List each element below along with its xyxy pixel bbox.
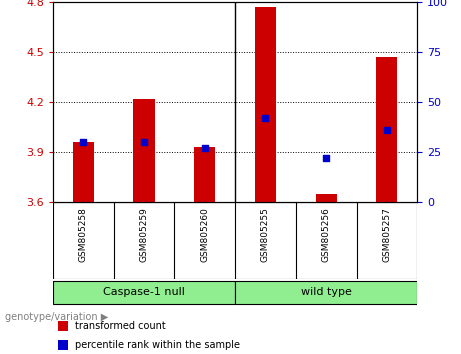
Bar [53,281,235,304]
Text: GSM805259: GSM805259 [140,207,148,262]
Text: Caspase-1 null: Caspase-1 null [103,287,185,297]
Text: GSM805257: GSM805257 [382,207,391,262]
Bar [255,7,276,202]
Text: GSM805255: GSM805255 [261,207,270,262]
Point [140,139,148,145]
Bar [315,194,337,202]
Bar [194,147,215,202]
Text: genotype/variation ▶: genotype/variation ▶ [5,312,108,322]
Bar [376,57,397,202]
Bar [58,340,68,350]
Bar [58,321,68,331]
Text: GSM805260: GSM805260 [200,207,209,262]
Text: wild type: wild type [301,287,352,297]
Text: transformed count: transformed count [75,321,165,331]
Text: GSM805256: GSM805256 [322,207,331,262]
Point [322,155,330,161]
Bar [235,281,417,304]
Bar [133,99,155,202]
Point [383,127,390,133]
Text: percentile rank within the sample: percentile rank within the sample [75,340,240,350]
Point [80,139,87,145]
Point [262,115,269,121]
Point [201,145,208,151]
Bar [73,142,94,202]
Text: GSM805258: GSM805258 [79,207,88,262]
